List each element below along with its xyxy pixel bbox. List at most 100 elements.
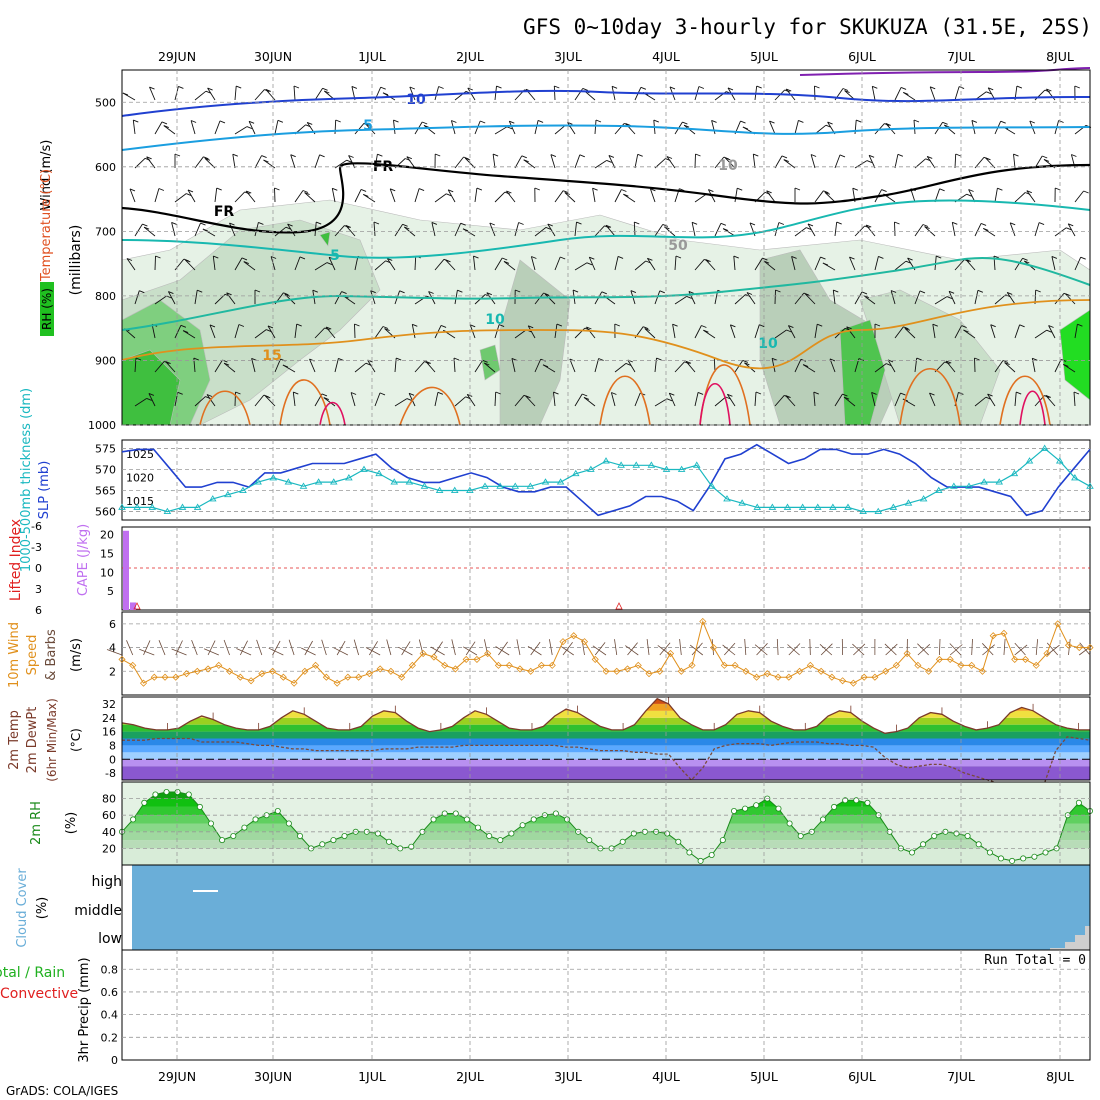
thickness-marker (632, 461, 641, 468)
date-label: 7JUL (947, 1069, 975, 1084)
wind-barb (574, 393, 583, 407)
thickness-marker (329, 478, 338, 485)
wind-barb-flag (669, 86, 676, 90)
wind-barb-flag (858, 358, 865, 361)
wind-barb (184, 259, 196, 271)
thickness-marker (420, 482, 429, 489)
wind-barb (974, 357, 976, 373)
wind-barb-flag (675, 255, 682, 259)
wind-barb-flag (498, 324, 505, 328)
cape-tick-label: 5 (107, 585, 114, 598)
chart-title: GFS 0~10day 3-hourly for SKUKUZA (31.5E,… (523, 15, 1092, 39)
y-tick-label: 0.4 (101, 1009, 119, 1022)
wind-barb (194, 290, 198, 305)
wind-barb (309, 358, 316, 373)
wind-barb-flag (282, 364, 289, 368)
wind-barb-flag (1024, 260, 1030, 264)
thickness-marker (919, 495, 928, 502)
ylabel-rh: RH (%) (40, 288, 54, 330)
rh-marker (786, 820, 793, 827)
rh2m-panel: 20 40 60 80 2m RH (%) (29, 781, 1094, 866)
wind-barb (514, 155, 523, 169)
wind-speed-marker (580, 638, 589, 646)
wind-barb (832, 290, 836, 305)
thickness-marker (677, 465, 686, 472)
wind-barb-flag (495, 391, 501, 395)
wind-barb (714, 396, 726, 407)
wind-barb (863, 295, 876, 305)
thickness-marker (829, 503, 837, 510)
rh-marker (931, 833, 938, 840)
wind-barb (884, 643, 897, 656)
rh-marker (252, 816, 259, 823)
wind-barb-flag (697, 391, 704, 395)
wind-barb-flag (537, 119, 544, 123)
wind-barb (804, 293, 816, 305)
ylabel-unit: (%) (64, 812, 79, 835)
wind-barb (209, 324, 216, 339)
wind-barb (814, 190, 824, 203)
wind-barb (714, 223, 722, 237)
wind-barb (614, 189, 622, 203)
wind-barb-flag (545, 226, 552, 230)
wind-speed-marker (720, 661, 728, 669)
thickness-marker (768, 503, 777, 510)
wind-barb-flag (408, 392, 415, 396)
date-label: 8JUL (1046, 1069, 1074, 1084)
wind-barb (586, 326, 596, 339)
y-tick-label: 0.8 (101, 963, 119, 976)
wind-barb-flag (406, 398, 413, 402)
wind-speed-marker (1054, 620, 1062, 628)
wind-barb-flag (482, 359, 488, 363)
wind-barb-flag (582, 87, 588, 91)
wind-barb (974, 223, 982, 237)
wind-barb-flag (669, 392, 675, 396)
wind-barb-flag (944, 124, 950, 128)
thickness-marker (662, 465, 671, 472)
date-label: 29JUN (158, 1069, 196, 1084)
wind-barb (234, 257, 243, 271)
wind-barb (514, 222, 520, 237)
wind-speed-marker (828, 673, 836, 681)
rh-marker (731, 808, 738, 815)
wind-barb (374, 326, 384, 339)
wind-barb-flag (586, 262, 593, 266)
wind-speed-marker (688, 661, 696, 669)
y2-tick-label: 1015 (126, 495, 154, 508)
temp-band (122, 766, 1090, 780)
wind-barb (462, 646, 478, 656)
wind-barb-flag (1038, 222, 1045, 226)
wind-barb (694, 193, 707, 203)
rh-marker (708, 852, 715, 859)
wind-barb (328, 257, 336, 271)
wind-barb (771, 358, 776, 373)
wind-barb-flag (393, 119, 399, 123)
wind-barb (363, 194, 376, 203)
wind-barb (353, 639, 360, 656)
wind-barb (134, 398, 147, 407)
wind-barb (132, 120, 136, 135)
wind-barb (1046, 88, 1056, 101)
wind-barb (534, 359, 542, 373)
wind-barb (168, 291, 176, 305)
thickness-marker (345, 474, 353, 481)
isotach-10 (121, 89, 1091, 117)
wind-barb-flag (402, 223, 408, 227)
wind-barb (644, 328, 656, 339)
wind-barb-flag (202, 228, 209, 232)
wind-barb-flag (966, 193, 972, 197)
wind-speed-marker (656, 667, 664, 675)
wind-barb-flag (849, 256, 855, 260)
wind-barb (516, 639, 521, 656)
wind-barb (163, 125, 176, 135)
wind-barb-flag (321, 393, 328, 397)
wind-barb (691, 642, 703, 656)
wind-barb-flag (554, 85, 560, 89)
wind-barb-flag (177, 391, 183, 395)
rh-marker (686, 849, 693, 856)
wind-barb-flag (798, 119, 804, 123)
wind-barb (594, 642, 606, 656)
wind-speed-marker (570, 632, 578, 640)
wind-barb-flag (438, 86, 444, 89)
wind-barb-flag (611, 85, 618, 89)
